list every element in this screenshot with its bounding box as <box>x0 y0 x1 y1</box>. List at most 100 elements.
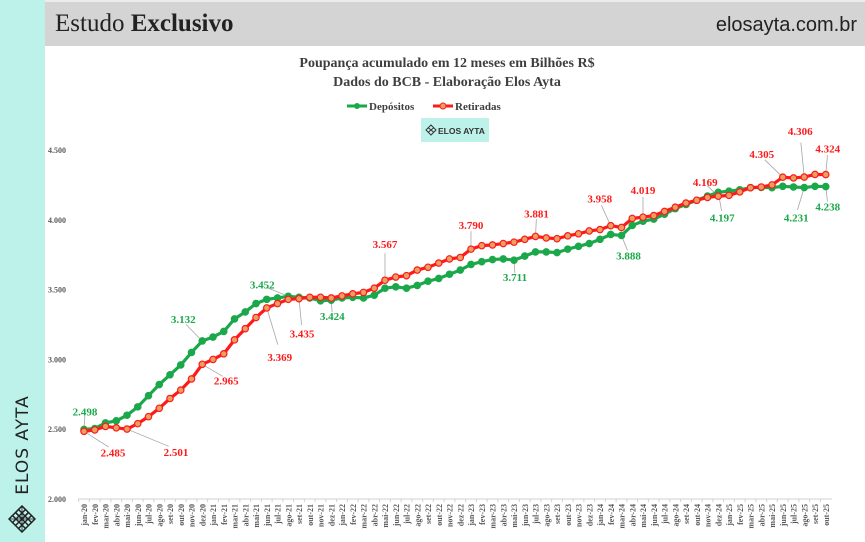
header-title-bold: Exclusivo <box>130 10 234 37</box>
x-tick-label: jan-23 <box>467 504 476 527</box>
x-tick-label: fev-25 <box>736 504 745 525</box>
data-point-depositos <box>413 281 422 290</box>
data-point-depositos <box>187 348 196 357</box>
data-point-retiradas <box>219 350 228 358</box>
data-label-leader <box>202 363 223 377</box>
data-label: 4.019 <box>631 185 656 197</box>
chart: Poupança acumulado em 12 meses em Bilhõe… <box>48 56 841 529</box>
chart-title: Poupança acumulado em 12 meses em Bilhõe… <box>299 56 594 71</box>
data-point-retiradas <box>692 196 701 205</box>
data-point-retiradas <box>273 299 282 308</box>
sidebar-strip: ELOS AYTA <box>0 0 45 542</box>
x-tick-label: jun-21 <box>263 504 272 527</box>
data-label: 4.324 <box>815 144 840 156</box>
data-label: 4.197 <box>710 212 735 224</box>
data-point-retiradas <box>338 292 346 300</box>
badge-text: ELOS AYTA <box>438 126 485 136</box>
legend-depositos-label: Depósitos <box>369 101 415 113</box>
data-point-retiradas <box>800 173 809 181</box>
data-label: 3.435 <box>290 329 315 341</box>
x-tick-label: mar-24 <box>618 504 627 529</box>
legend-depositos-marker <box>354 103 360 109</box>
x-tick-label: jul-25 <box>790 504 799 525</box>
data-point-retiradas <box>821 170 830 179</box>
data-point-retiradas <box>606 221 615 230</box>
data-label: 4.231 <box>784 213 809 225</box>
x-tick-label: mar-21 <box>231 504 240 529</box>
data-point-depositos <box>219 327 228 336</box>
data-point-retiradas <box>596 225 604 234</box>
data-label: 3.567 <box>373 239 398 251</box>
data-point-depositos <box>606 230 615 239</box>
data-point-depositos <box>628 221 637 230</box>
x-tick-label: out-21 <box>306 504 315 526</box>
series-line-retiradas <box>83 172 826 433</box>
x-tick-label: jul-23 <box>532 504 541 525</box>
header-site-link[interactable]: elosayta.com.br <box>715 14 857 36</box>
x-tick-label: dez-23 <box>585 504 594 526</box>
header-title-regular: Estudo <box>55 10 125 37</box>
data-point-retiradas <box>101 422 110 431</box>
x-tick-label: abr-22 <box>370 504 379 526</box>
x-tick-label: out-20 <box>177 504 186 526</box>
data-point-retiradas <box>370 284 379 293</box>
x-tick-label: nov-21 <box>317 504 326 527</box>
x-tick-label: dez-20 <box>198 504 207 526</box>
data-point-retiradas <box>649 211 658 220</box>
data-label-leader <box>83 430 109 448</box>
x-tick-label: jan-22 <box>338 504 347 527</box>
data-point-depositos <box>230 315 239 323</box>
data-point-retiradas <box>499 239 508 248</box>
x-tick-label: mai-24 <box>639 504 648 528</box>
data-point-retiradas <box>531 232 540 241</box>
x-tick-label: nov-22 <box>446 504 455 527</box>
data-point-depositos <box>424 277 432 286</box>
data-point-depositos <box>596 235 604 244</box>
x-tick-label: mai-22 <box>381 504 390 528</box>
data-point-retiradas <box>402 271 411 280</box>
data-point-depositos <box>553 248 561 257</box>
x-tick-label: jun-25 <box>779 504 788 527</box>
x-tick-label: mar-23 <box>489 504 498 529</box>
data-point-retiradas <box>359 288 368 297</box>
data-point-depositos <box>133 403 142 411</box>
data-point-retiradas <box>295 294 303 303</box>
data-point-retiradas <box>445 255 454 263</box>
data-point-depositos <box>112 417 121 425</box>
data-point-retiradas <box>424 263 432 272</box>
data-point-retiradas <box>209 355 217 364</box>
data-point-depositos <box>617 231 626 240</box>
data-label: 3.711 <box>503 272 527 284</box>
data-point-depositos <box>585 239 594 248</box>
data-label: 2.498 <box>73 406 98 418</box>
data-point-retiradas <box>682 199 690 207</box>
data-label: 3.424 <box>320 311 345 323</box>
x-tick-label: mar-22 <box>360 504 369 529</box>
x-tick-label: set-20 <box>166 504 175 524</box>
data-point-depositos <box>520 252 529 260</box>
data-point-retiradas <box>725 191 733 200</box>
data-point-retiradas <box>467 245 475 253</box>
x-tick-label: jul-21 <box>274 504 283 525</box>
data-point-retiradas <box>714 192 723 201</box>
x-tick-label: mar-25 <box>747 504 756 529</box>
data-point-depositos <box>456 266 465 274</box>
data-point-depositos <box>155 380 164 389</box>
header-title: Estudo Exclusivo <box>55 10 234 38</box>
data-label: 4.305 <box>749 149 774 161</box>
data-point-retiradas <box>585 227 594 235</box>
badge-logo-icon <box>425 124 437 136</box>
data-point-retiradas <box>90 426 99 434</box>
data-point-retiradas <box>456 253 465 262</box>
data-point-depositos <box>176 361 185 369</box>
sidebar-brand: ELOS AYTA <box>8 395 38 495</box>
data-point-depositos <box>434 274 443 283</box>
data-point-retiradas <box>133 419 142 428</box>
data-point-retiradas <box>671 203 680 212</box>
x-tick-label: abr-20 <box>112 504 121 526</box>
data-point-retiradas <box>316 293 325 302</box>
legend-retiradas-label: Retiradas <box>455 101 502 113</box>
x-tick-label: fev-24 <box>607 504 616 525</box>
data-point-depositos <box>402 284 411 293</box>
y-tick-label: 4.500 <box>48 146 66 155</box>
